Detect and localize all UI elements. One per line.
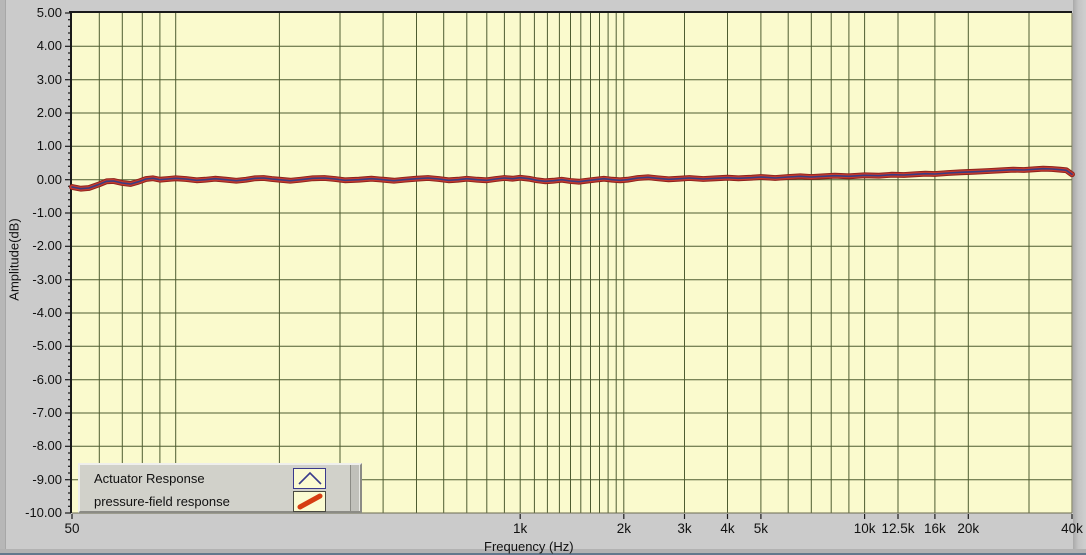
window-bottom-edge (0, 549, 1086, 555)
x-tick-label: 1k (513, 521, 528, 536)
legend-scrollbar[interactable] (350, 465, 360, 511)
legend-row-pressure: pressure-field response (80, 490, 326, 513)
y-tick-label: 1.00 (36, 138, 62, 154)
y-tick-label: -3.00 (32, 271, 62, 287)
x-tick-label: 40k (1061, 521, 1083, 536)
x-axis-title: Frequency (Hz) (484, 539, 574, 554)
y-tick-label: -10.00 (25, 505, 62, 520)
legend-label-actuator[interactable]: Actuator Response (94, 471, 205, 486)
y-tick-label: -7.00 (32, 405, 62, 420)
y-tick-label: 3.00 (36, 71, 62, 87)
x-tick-label: 12.5k (881, 521, 915, 536)
y-tick-label: -2.00 (32, 238, 62, 254)
y-tick-label: 2.00 (36, 105, 62, 120)
y-tick-label: 0.00 (36, 171, 62, 187)
x-tick-label: 3k (677, 521, 692, 536)
y-tick-label: -8.00 (32, 438, 62, 454)
y-tick-label: -6.00 (32, 371, 62, 387)
window-left-edge (0, 0, 6, 555)
legend-row-actuator: Actuator Response (80, 467, 326, 490)
x-tick-label: 2k (616, 521, 631, 536)
y-tick-label: -1.00 (32, 205, 62, 220)
x-tick-label: 4k (720, 521, 735, 536)
plot-legend[interactable]: Actuator Response pressure-field respons… (78, 463, 362, 513)
red-diagonal-line-icon[interactable] (293, 491, 326, 512)
blue-peak-line-icon[interactable] (293, 468, 326, 489)
y-tick-label: 5.00 (36, 5, 62, 20)
window-right-edge (1073, 0, 1086, 555)
x-tick-label: 16k (924, 521, 946, 536)
x-tick-label: 20k (957, 521, 980, 536)
y-tick-label: -9.00 (32, 471, 62, 487)
y-tick-label: -4.00 (32, 305, 62, 320)
y-tick-label: 4.00 (36, 38, 62, 54)
y-tick-label: -5.00 (32, 338, 62, 354)
legend-label-pressure[interactable]: pressure-field response (94, 494, 230, 509)
x-tick-label: 5k (753, 521, 769, 536)
y-axis-title: Amplitude(dB) (6, 218, 22, 301)
x-tick-label: 10k (853, 521, 876, 536)
x-tick-label: 50 (64, 521, 80, 536)
